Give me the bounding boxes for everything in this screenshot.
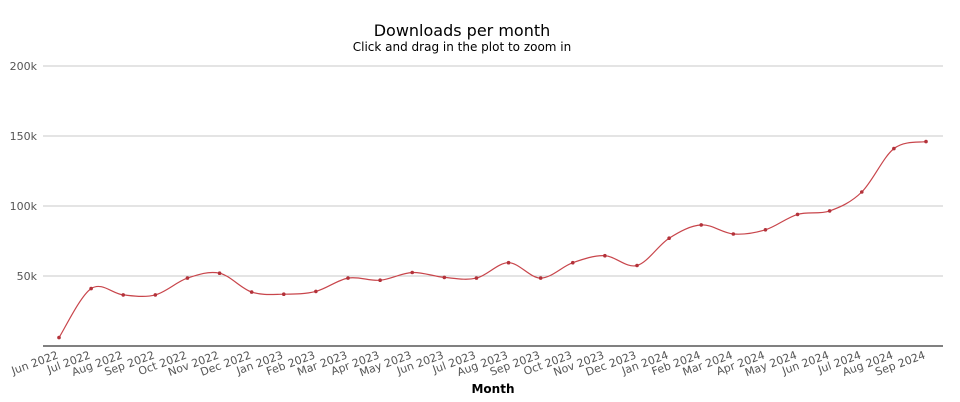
data-point[interactable] bbox=[121, 293, 126, 297]
chart-subtitle: Click and drag in the plot to zoom in bbox=[353, 40, 572, 54]
y-tick-labels: 50k 100k 150k 200k bbox=[10, 60, 38, 283]
data-point[interactable] bbox=[827, 209, 832, 213]
x-axis-label: Month bbox=[471, 382, 514, 396]
data-point[interactable] bbox=[538, 276, 543, 280]
data-point[interactable] bbox=[795, 212, 800, 217]
data-point[interactable] bbox=[57, 335, 61, 340]
data-point[interactable] bbox=[731, 232, 736, 236]
data-point[interactable] bbox=[185, 276, 190, 280]
data-point[interactable] bbox=[89, 286, 93, 291]
y-tick-label: 50k bbox=[17, 270, 38, 283]
data-point[interactable] bbox=[603, 253, 607, 258]
data-point[interactable] bbox=[635, 263, 639, 268]
data-point[interactable] bbox=[667, 236, 671, 240]
data-point[interactable] bbox=[859, 190, 864, 194]
data-point[interactable] bbox=[892, 146, 896, 151]
data-point[interactable] bbox=[699, 223, 704, 227]
data-point[interactable] bbox=[442, 275, 447, 280]
y-gridlines bbox=[43, 65, 943, 277]
data-point[interactable] bbox=[506, 260, 511, 265]
data-point[interactable] bbox=[378, 278, 382, 283]
chart-title: Downloads per month bbox=[374, 21, 551, 40]
data-points[interactable] bbox=[57, 139, 928, 340]
data-point[interactable] bbox=[346, 276, 350, 280]
data-point[interactable] bbox=[474, 276, 479, 280]
data-point[interactable] bbox=[314, 289, 318, 294]
data-point[interactable] bbox=[217, 271, 222, 276]
series-line-downloads bbox=[58, 141, 927, 338]
data-point[interactable] bbox=[153, 293, 158, 297]
data-point[interactable] bbox=[249, 290, 254, 294]
y-tick-label: 200k bbox=[10, 60, 38, 73]
data-point[interactable] bbox=[924, 139, 928, 144]
data-point[interactable] bbox=[763, 228, 768, 232]
y-tick-label: 150k bbox=[10, 130, 38, 143]
y-tick-label: 100k bbox=[10, 200, 38, 213]
data-point[interactable] bbox=[281, 292, 286, 297]
data-point[interactable] bbox=[570, 260, 575, 265]
data-point[interactable] bbox=[410, 270, 415, 275]
